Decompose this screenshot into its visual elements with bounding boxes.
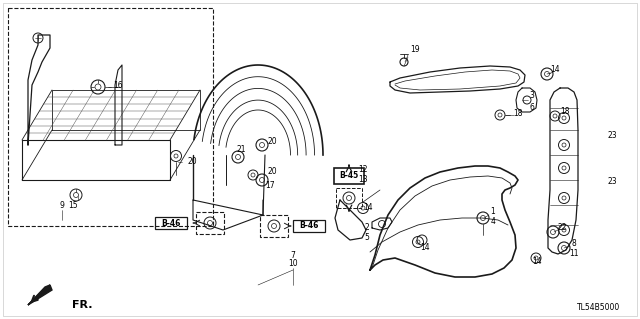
Text: B-46: B-46 — [300, 221, 319, 231]
Text: 3: 3 — [529, 91, 534, 100]
Bar — [196, 212, 224, 234]
Text: 19: 19 — [410, 46, 420, 55]
Text: B-45: B-45 — [339, 172, 358, 181]
Bar — [336, 188, 362, 208]
Text: 20: 20 — [187, 158, 197, 167]
Bar — [260, 215, 288, 237]
Text: 2: 2 — [365, 224, 369, 233]
Text: 14: 14 — [550, 65, 560, 75]
Text: 18: 18 — [560, 108, 570, 116]
Text: 5: 5 — [365, 234, 369, 242]
Text: 20: 20 — [267, 137, 277, 145]
Text: 4: 4 — [491, 218, 495, 226]
Text: 10: 10 — [288, 259, 298, 269]
Text: FR.: FR. — [72, 300, 93, 310]
Text: 13: 13 — [358, 175, 368, 184]
Polygon shape — [28, 285, 50, 305]
Text: 23: 23 — [607, 130, 617, 139]
Text: 14: 14 — [420, 243, 430, 253]
Bar — [334, 168, 364, 184]
Text: 16: 16 — [113, 80, 123, 90]
Text: 11: 11 — [569, 249, 579, 258]
Text: 23: 23 — [607, 177, 617, 187]
Bar — [155, 217, 187, 229]
Text: 14: 14 — [532, 257, 542, 266]
Text: 18: 18 — [513, 108, 523, 117]
Text: 21: 21 — [236, 145, 246, 154]
Text: 1: 1 — [491, 207, 495, 217]
Text: 12: 12 — [358, 166, 368, 174]
Text: 14: 14 — [363, 203, 373, 211]
Text: 17: 17 — [265, 181, 275, 189]
Text: 22: 22 — [557, 224, 567, 233]
Text: 9: 9 — [60, 201, 65, 210]
Text: 7: 7 — [291, 250, 296, 259]
Text: B-46: B-46 — [161, 219, 180, 227]
Text: 15: 15 — [68, 201, 78, 210]
Text: 8: 8 — [572, 240, 577, 249]
Polygon shape — [28, 285, 52, 305]
Text: 20: 20 — [267, 167, 277, 176]
Text: 6: 6 — [529, 102, 534, 112]
Text: TL54B5000: TL54B5000 — [577, 303, 620, 312]
Bar — [8, 8, 213, 226]
Bar — [293, 220, 325, 232]
